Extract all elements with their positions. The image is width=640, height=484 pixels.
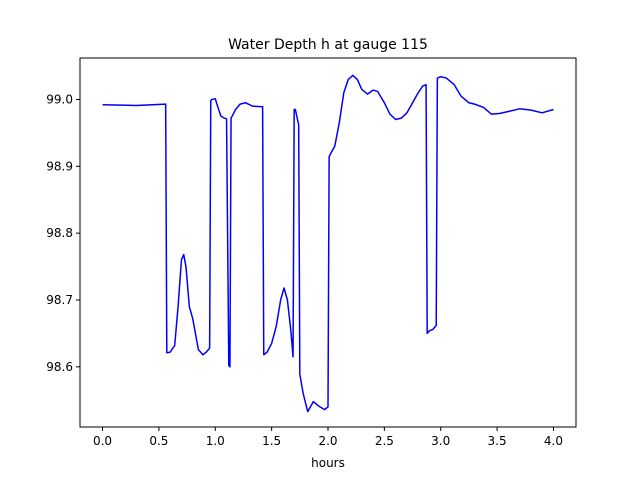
x-tick-label: 3.5 xyxy=(488,434,507,448)
y-tick-label: 98.6 xyxy=(46,360,73,374)
x-tick-label: 2.5 xyxy=(375,434,394,448)
plot-frame xyxy=(79,57,577,428)
y-tick-label: 98.7 xyxy=(46,293,73,307)
plot-area xyxy=(102,74,554,413)
x-tick-label: 0.5 xyxy=(149,434,168,448)
y-tick-label: 98.9 xyxy=(46,159,73,173)
y-tick-label: 99.0 xyxy=(46,92,73,106)
x-axis-label: hours xyxy=(311,456,345,470)
x-tick-label: 3.0 xyxy=(431,434,450,448)
x-axis: 0.0 0.5 1.0 1.5 2.0 2.5 3.0 3.5 4.0 xyxy=(93,427,563,448)
x-tick-label: 1.5 xyxy=(262,434,281,448)
x-tick-label: 1.0 xyxy=(206,434,225,448)
y-tick-label: 98.8 xyxy=(46,226,73,240)
y-axis: 98.6 98.7 98.8 98.9 99.0 xyxy=(46,92,80,374)
x-tick-label: 0.0 xyxy=(93,434,112,448)
series-line-0 xyxy=(102,74,554,413)
x-tick-label: 4.0 xyxy=(544,434,563,448)
chart-title: Water Depth h at gauge 115 xyxy=(228,37,428,53)
x-tick-label: 2.0 xyxy=(318,434,337,448)
